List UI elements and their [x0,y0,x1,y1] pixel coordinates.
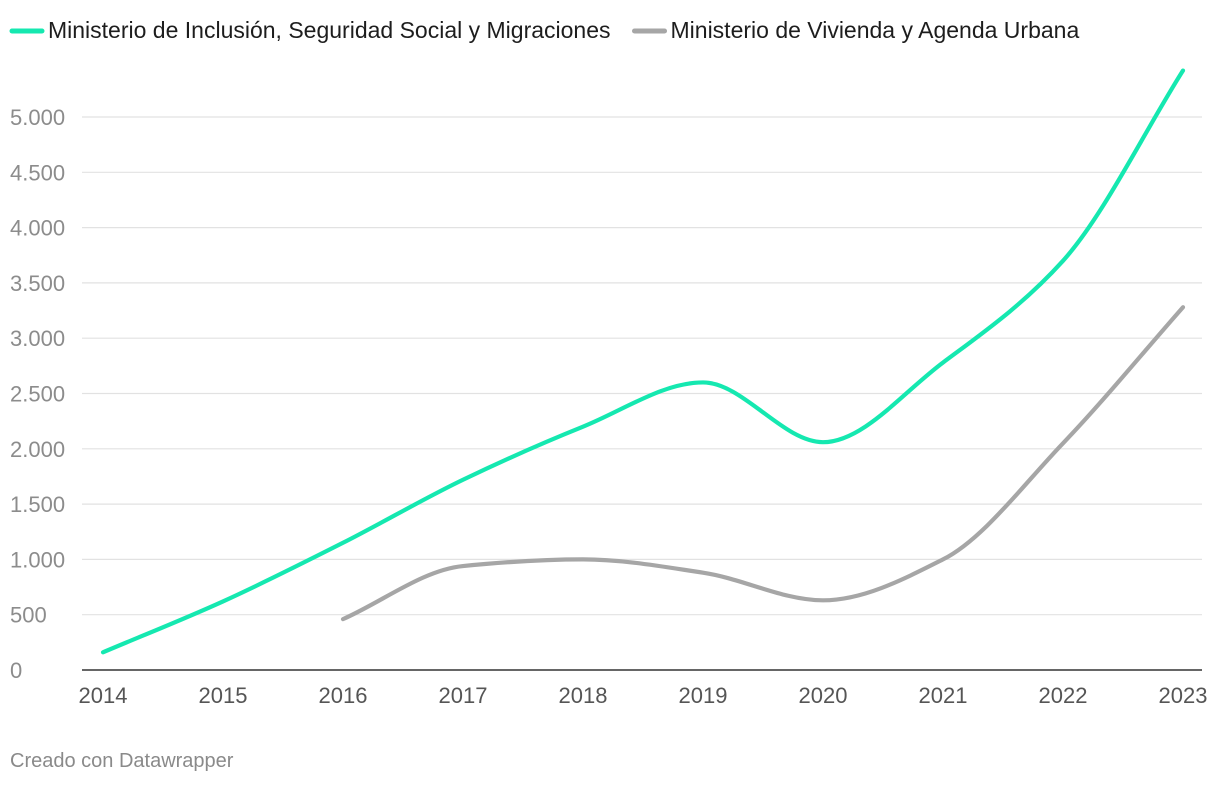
x-tick-label: 2016 [319,683,368,708]
y-tick-label: 1.000 [10,547,65,572]
gridlines [82,116,1202,671]
y-tick-label: 2.000 [10,437,65,462]
x-tick-label: 2017 [439,683,488,708]
series-line-2 [340,305,1186,622]
y-tick-label: 5.000 [10,105,65,130]
y-axis: 0 500 1.000 1.500 2.000 2.500 3.000 3.500 4.000 4… [10,105,65,683]
data-point-s1-2023 [1181,69,1185,73]
x-tick-label: 2023 [1159,683,1208,708]
data-point-s1-2015 [221,599,225,603]
legend-label-2: Ministerio de Vivienda y Agenda Urbana [671,17,1080,43]
data-point-s1-2018 [581,425,585,429]
y-tick-label: 2.500 [10,382,65,407]
data-point-s1-2020 [821,440,825,444]
x-tick-label: 2020 [799,683,848,708]
x-tick-label: 2019 [679,683,728,708]
data-point-s1-2022 [1061,259,1065,263]
data-point-s1-2019 [701,380,705,384]
x-tick-label: 2014 [79,683,128,708]
data-point-s1-2016 [341,541,345,545]
x-tick-label: 2021 [919,683,968,708]
series-line-1 [100,68,1186,655]
y-tick-label: 4.500 [10,160,65,185]
x-tick-label: 2018 [559,683,608,708]
series-lines [100,68,1186,655]
x-tick-label: 2022 [1039,683,1088,708]
y-tick-label: 1.500 [10,492,65,517]
data-point-s2-2016 [341,617,345,621]
data-point-s2-2019 [701,571,705,575]
y-tick-label: 0 [10,658,22,683]
data-point-s2-2020 [821,598,825,602]
y-tick-label: 3.500 [10,271,65,296]
data-point-s2-2021 [941,557,945,561]
legend: Ministerio de Inclusión, Seguridad Socia… [9,17,1080,43]
y-tick-label: 3.000 [10,326,65,351]
data-point-s2-2017 [461,564,465,568]
data-point-s2-2023 [1181,305,1185,309]
x-tick-label: 2015 [199,683,248,708]
data-point-s1-2017 [461,478,465,482]
data-point-s1-2014 [101,650,105,654]
y-tick-label: 500 [10,603,47,628]
data-point-s2-2018 [581,557,585,561]
y-tick-label: 4.000 [10,216,65,241]
legend-label-1: Ministerio de Inclusión, Seguridad Socia… [48,17,611,43]
credit-text: Creado con Datawrapper [10,750,234,772]
line-chart: Ministerio de Inclusión, Seguridad Socia… [9,17,1208,708]
x-axis: 2014 2015 2016 2017 2018 2019 2020 2021 2022 2023 [79,683,1208,708]
data-point-s2-2022 [1061,441,1065,445]
data-point-s1-2021 [941,361,945,365]
